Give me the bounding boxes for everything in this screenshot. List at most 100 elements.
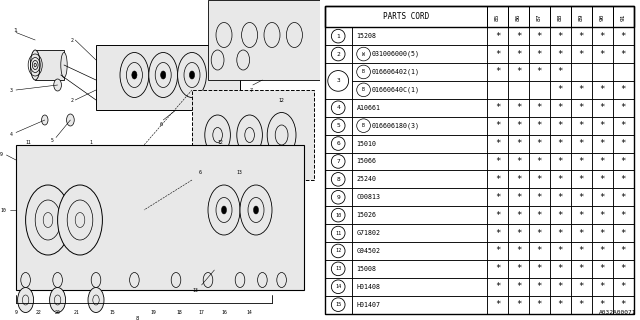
Circle shape	[67, 114, 74, 126]
Bar	[529, 153, 550, 170]
Text: 4: 4	[337, 105, 340, 110]
Text: *: *	[620, 85, 626, 94]
Bar	[571, 242, 592, 260]
Text: G94502: G94502	[356, 248, 381, 254]
Text: *: *	[620, 50, 626, 59]
Text: 3: 3	[10, 87, 12, 92]
Circle shape	[50, 287, 65, 313]
Bar	[571, 45, 592, 63]
Bar	[571, 153, 592, 170]
Bar	[612, 278, 634, 296]
Bar	[487, 224, 508, 242]
Text: *: *	[620, 32, 626, 41]
Text: *: *	[557, 32, 563, 41]
Polygon shape	[208, 0, 320, 80]
Bar	[592, 117, 612, 135]
Bar	[550, 260, 571, 278]
Text: *: *	[620, 211, 626, 220]
Text: *: *	[537, 68, 542, 76]
Text: 6: 6	[337, 141, 340, 146]
Text: *: *	[579, 246, 584, 255]
Text: *: *	[537, 175, 542, 184]
Text: *: *	[620, 246, 626, 255]
Text: *: *	[537, 264, 542, 273]
Text: *: *	[495, 264, 500, 273]
Text: *: *	[600, 50, 605, 59]
Bar	[487, 296, 508, 314]
Bar	[612, 135, 634, 153]
Text: *: *	[516, 157, 521, 166]
Bar	[612, 206, 634, 224]
Circle shape	[127, 62, 143, 87]
Bar	[592, 224, 612, 242]
Bar	[592, 206, 612, 224]
Bar	[529, 296, 550, 314]
Bar	[324, 278, 352, 296]
Circle shape	[253, 206, 259, 214]
Text: 016606180(3): 016606180(3)	[372, 122, 420, 129]
Text: 2: 2	[70, 37, 73, 43]
Text: *: *	[495, 193, 500, 202]
Circle shape	[184, 62, 200, 87]
Text: *: *	[600, 139, 605, 148]
Circle shape	[76, 212, 85, 228]
Bar	[550, 45, 571, 63]
Bar	[324, 45, 352, 63]
Text: *: *	[557, 300, 563, 309]
Text: *: *	[579, 300, 584, 309]
Text: 4: 4	[10, 132, 12, 138]
Bar	[592, 45, 612, 63]
Circle shape	[211, 50, 224, 70]
Text: *: *	[557, 282, 563, 291]
Circle shape	[205, 115, 230, 155]
Text: 5: 5	[51, 138, 54, 142]
Text: 031006000(5): 031006000(5)	[372, 51, 420, 57]
Text: *: *	[495, 282, 500, 291]
Circle shape	[236, 273, 245, 287]
Text: 89: 89	[579, 13, 584, 20]
Bar	[571, 224, 592, 242]
Bar	[352, 27, 487, 45]
Text: 85: 85	[495, 13, 500, 20]
Text: PARTS CORD: PARTS CORD	[383, 12, 429, 21]
Circle shape	[26, 185, 70, 255]
Text: *: *	[516, 193, 521, 202]
Bar	[324, 99, 352, 117]
Bar	[324, 6, 487, 27]
Bar	[487, 153, 508, 170]
Bar	[352, 242, 487, 260]
Bar	[612, 63, 634, 81]
Circle shape	[242, 22, 258, 47]
Text: *: *	[579, 32, 584, 41]
Text: *: *	[516, 211, 521, 220]
Text: *: *	[516, 246, 521, 255]
Text: *: *	[537, 32, 542, 41]
Text: *: *	[557, 139, 563, 148]
Bar	[612, 153, 634, 170]
Polygon shape	[35, 50, 64, 80]
Circle shape	[189, 71, 195, 79]
Text: *: *	[620, 175, 626, 184]
Text: 3: 3	[337, 78, 340, 84]
Bar	[508, 117, 529, 135]
Bar	[324, 63, 352, 99]
Text: 21: 21	[74, 310, 79, 315]
Bar	[592, 153, 612, 170]
Text: 01660640C(1): 01660640C(1)	[372, 87, 420, 93]
Text: *: *	[516, 300, 521, 309]
Bar	[571, 81, 592, 99]
Circle shape	[44, 212, 52, 228]
Circle shape	[204, 273, 212, 287]
Bar	[592, 27, 612, 45]
Text: *: *	[495, 157, 500, 166]
Circle shape	[208, 185, 240, 235]
Text: 17: 17	[199, 310, 204, 315]
Bar	[324, 6, 634, 27]
Text: *: *	[600, 264, 605, 273]
Text: *: *	[516, 121, 521, 130]
Text: *: *	[495, 68, 500, 76]
Bar	[592, 278, 612, 296]
Text: *: *	[516, 50, 521, 59]
Bar	[487, 63, 508, 81]
Circle shape	[216, 22, 232, 47]
